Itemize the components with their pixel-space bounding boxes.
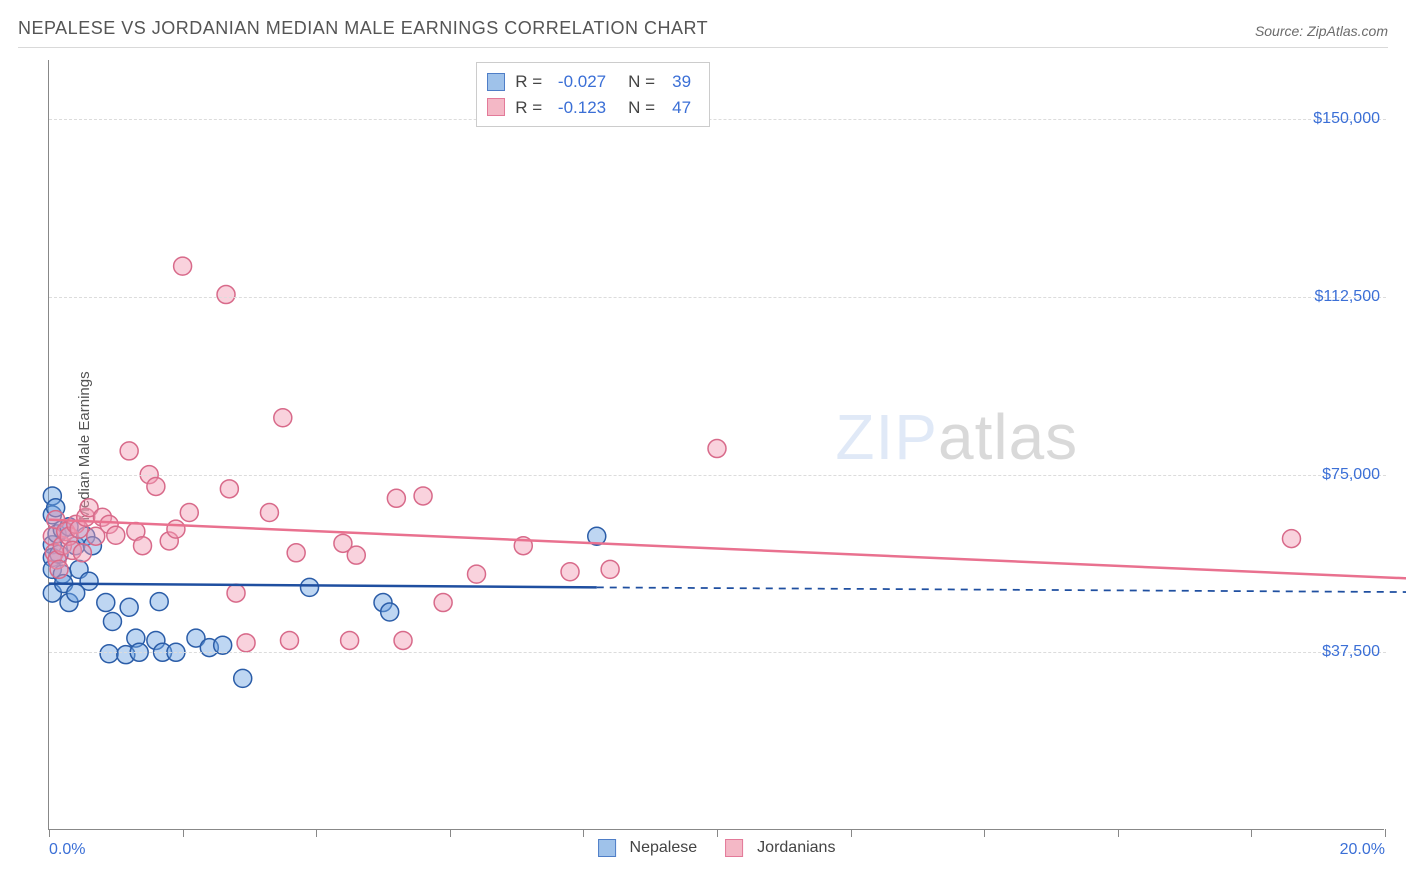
source-prefix: Source:	[1255, 23, 1307, 39]
legend-swatch	[598, 839, 616, 857]
bottom-legend: Nepalese Jordanians	[598, 839, 836, 857]
scatter-point	[280, 631, 298, 649]
stats-row: R =-0.027 N =39	[487, 69, 691, 95]
trend-line-dashed	[597, 587, 1406, 592]
stat-r-value: -0.123	[546, 95, 606, 121]
scatter-point	[708, 440, 726, 458]
scatter-point	[174, 257, 192, 275]
x-tick	[851, 829, 852, 837]
legend-label: Jordanians	[757, 839, 835, 857]
chart-title: NEPALESE VS JORDANIAN MEDIAN MALE EARNIN…	[18, 18, 708, 39]
y-tick-label: $37,500	[1322, 643, 1380, 661]
x-tick	[316, 829, 317, 837]
stat-r-label: R =	[515, 69, 542, 95]
stat-n-label: N =	[628, 95, 655, 121]
x-tick	[183, 829, 184, 837]
scatter-point	[394, 631, 412, 649]
scatter-point	[217, 286, 235, 304]
y-tick-label: $150,000	[1313, 110, 1380, 128]
x-tick	[1118, 829, 1119, 837]
legend-item: Nepalese	[598, 839, 698, 857]
y-tick-label: $112,500	[1314, 288, 1380, 306]
scatter-point	[561, 563, 579, 581]
y-tick-label: $75,000	[1322, 466, 1380, 484]
scatter-point	[103, 613, 121, 631]
stats-row: R =-0.123 N =47	[487, 95, 691, 121]
stat-r-label: R =	[515, 95, 542, 121]
scatter-point	[341, 631, 359, 649]
stats-box: R =-0.027 N =39 R =-0.123 N =47	[476, 62, 710, 127]
x-tick	[984, 829, 985, 837]
header-bar: NEPALESE VS JORDANIAN MEDIAN MALE EARNIN…	[18, 18, 1388, 48]
x-tick	[450, 829, 451, 837]
scatter-point	[150, 593, 168, 611]
scatter-point	[73, 544, 91, 562]
x-tick	[1251, 829, 1252, 837]
scatter-point	[301, 578, 319, 596]
scatter-point	[180, 504, 198, 522]
source-name: ZipAtlas.com	[1307, 23, 1388, 39]
scatter-point	[381, 603, 399, 621]
scatter-point	[274, 409, 292, 427]
gridline	[49, 475, 1386, 476]
scatter-point	[147, 477, 165, 495]
stat-n-value: 47	[659, 95, 691, 121]
gridline	[49, 652, 1386, 653]
legend-swatch	[487, 98, 505, 116]
x-tick-label: 20.0%	[1340, 841, 1385, 859]
x-tick	[717, 829, 718, 837]
x-tick	[1385, 829, 1386, 837]
scatter-point	[120, 442, 138, 460]
scatter-point	[347, 546, 365, 564]
scatter-point	[50, 560, 68, 578]
stat-n-value: 39	[659, 69, 691, 95]
x-tick	[49, 829, 50, 837]
scatter-point	[414, 487, 432, 505]
trend-line	[49, 520, 1406, 579]
scatter-point	[260, 504, 278, 522]
scatter-point	[167, 520, 185, 538]
scatter-point	[1282, 530, 1300, 548]
scatter-point	[234, 669, 252, 687]
x-tick	[583, 829, 584, 837]
scatter-point	[120, 598, 138, 616]
scatter-point	[468, 565, 486, 583]
scatter-point	[220, 480, 238, 498]
x-tick-label: 0.0%	[49, 841, 85, 859]
stat-r-value: -0.027	[546, 69, 606, 95]
scatter-point	[287, 544, 305, 562]
legend-label: Nepalese	[630, 839, 698, 857]
scatter-point	[601, 560, 619, 578]
legend-swatch	[725, 839, 743, 857]
scatter-point	[237, 634, 255, 652]
trend-line	[49, 584, 597, 588]
legend-swatch	[487, 73, 505, 91]
stat-n-label: N =	[628, 69, 655, 95]
scatter-point	[434, 594, 452, 612]
scatter-point	[97, 594, 115, 612]
scatter-point	[387, 489, 405, 507]
scatter-point	[134, 537, 152, 555]
gridline	[49, 119, 1386, 120]
scatter-point	[227, 584, 245, 602]
plot-area: $37,500$75,000$112,500$150,0000.0%20.0%Z…	[48, 60, 1384, 830]
scatter-point	[100, 645, 118, 663]
scatter-point	[107, 526, 125, 544]
gridline	[49, 297, 1386, 298]
plot-svg	[49, 60, 1385, 830]
chart-source: Source: ZipAtlas.com	[1255, 23, 1388, 39]
scatter-point	[80, 572, 98, 590]
legend-item: Jordanians	[725, 839, 835, 857]
